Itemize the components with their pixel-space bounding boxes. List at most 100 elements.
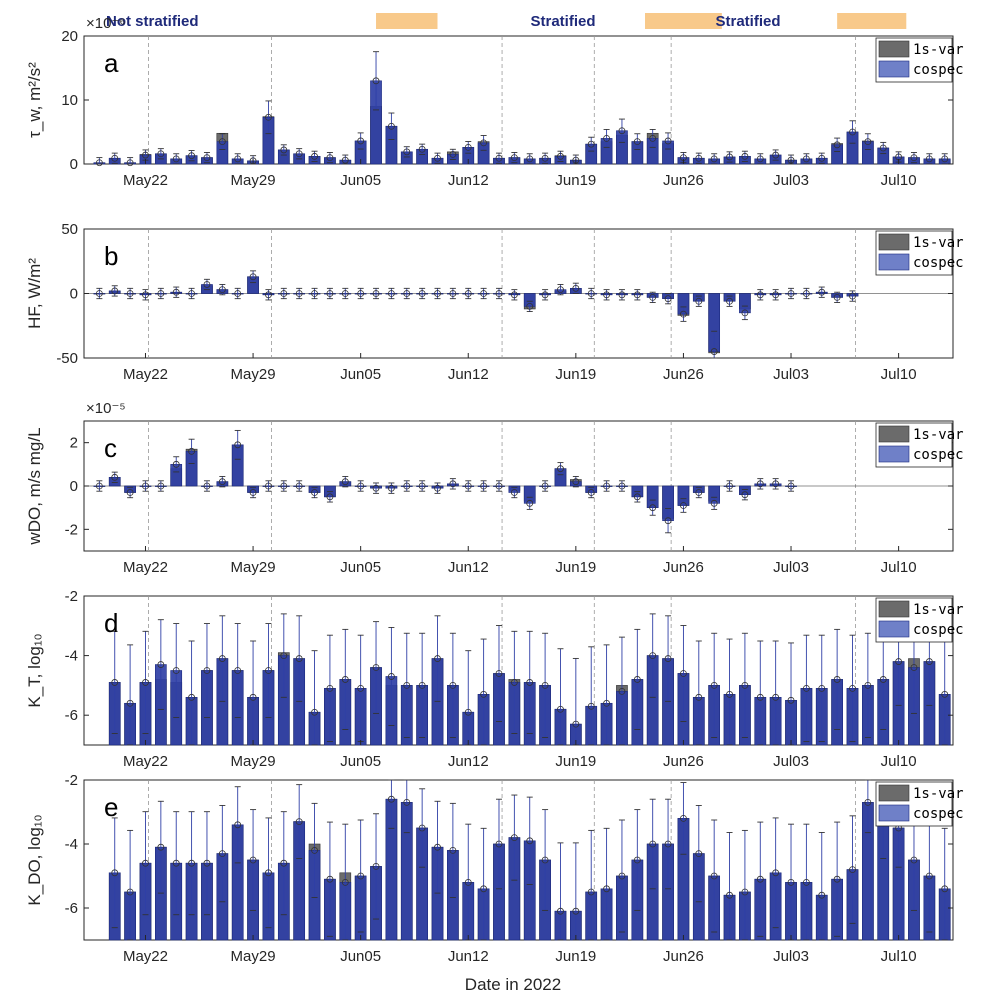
stratification-label: Not stratified (106, 13, 199, 30)
value-marker (126, 159, 134, 167)
y-tick-label: -50 (56, 350, 78, 367)
legend-label-1s-var: 1s-var (913, 786, 964, 802)
value-marker (603, 885, 610, 893)
value-marker (541, 154, 549, 162)
x-tick-label: Jun26 (663, 948, 704, 965)
value-marker (849, 128, 856, 136)
value-marker (695, 489, 703, 496)
value-marker (618, 687, 626, 695)
value-marker (526, 499, 534, 507)
value-marker (510, 834, 518, 841)
value-marker (234, 441, 242, 449)
value-marker (111, 287, 119, 295)
value-marker (557, 907, 564, 915)
value-marker (464, 143, 472, 151)
value-marker (787, 696, 795, 704)
value-marker (326, 875, 334, 883)
value-marker (710, 348, 718, 355)
x-tick-label: Jun19 (555, 948, 596, 965)
value-marker (726, 891, 733, 899)
value-marker (249, 273, 257, 281)
value-marker (741, 491, 749, 499)
legend-label-cospec: cospec (913, 255, 964, 271)
value-marker (157, 150, 165, 158)
value-marker (234, 290, 242, 297)
x-tick-label: May22 (123, 753, 168, 770)
value-marker (603, 482, 610, 490)
value-marker (495, 290, 503, 297)
value-marker (311, 489, 318, 496)
value-marker (357, 482, 365, 490)
value-marker (664, 295, 672, 303)
value-marker (434, 655, 441, 662)
value-marker (849, 866, 856, 873)
value-marker (664, 137, 672, 145)
y-tick-label: -4 (65, 648, 78, 665)
y-axis-label: HF, W/m² (25, 258, 44, 329)
value-marker (818, 154, 826, 162)
value-marker (372, 77, 380, 85)
value-marker (680, 815, 687, 822)
value-marker (756, 480, 764, 488)
value-marker (541, 482, 549, 490)
x-tick-label: May22 (123, 559, 168, 576)
value-marker (802, 684, 810, 692)
y-tick-label: 10 (61, 92, 78, 109)
value-marker (403, 799, 411, 806)
value-marker (649, 293, 657, 301)
value-marker (557, 152, 564, 160)
value-marker (142, 291, 149, 299)
panel-e: -6 -4 -2 May22 May29 Jun05 Jun12 Jun19 Jun26 Jul0… (25, 772, 964, 965)
value-marker (864, 682, 872, 689)
value-marker (879, 676, 887, 683)
x-tick-label: Jun12 (448, 753, 489, 770)
value-marker (418, 145, 426, 153)
value-marker (726, 297, 733, 305)
value-marker (172, 155, 180, 163)
value-marker (126, 290, 134, 297)
value-marker (818, 684, 826, 692)
legend-label-1s-var: 1s-var (913, 602, 964, 618)
value-marker (188, 152, 195, 160)
value-marker (833, 293, 841, 301)
value-marker (772, 869, 780, 877)
x-tick-label: Jun12 (448, 172, 489, 189)
legend-swatch-cospec (878, 804, 910, 822)
legend-swatch-cospec (878, 620, 910, 638)
x-tick-label: Jul10 (881, 753, 917, 770)
x-tick-label: Jun05 (340, 366, 381, 383)
x-tick-label: Jun12 (448, 559, 489, 576)
legend-swatch-1s-var (878, 40, 910, 58)
value-marker (633, 676, 641, 683)
value-marker (464, 290, 472, 297)
value-marker (495, 670, 503, 677)
y-tick-label: 2 (70, 435, 78, 452)
value-marker (618, 291, 626, 299)
legend-label-1s-var: 1s-var (913, 235, 964, 251)
value-marker (280, 482, 288, 490)
value-marker (572, 907, 580, 915)
value-marker (142, 679, 149, 686)
value-marker (188, 447, 195, 455)
value-marker (802, 290, 810, 297)
value-marker (649, 652, 657, 659)
value-marker (910, 154, 918, 162)
x-axis-label: Date in 2022 (465, 975, 561, 994)
value-marker (541, 682, 549, 689)
value-marker (695, 297, 703, 305)
value-marker (603, 134, 610, 142)
value-marker (157, 843, 165, 851)
value-marker (357, 137, 365, 145)
x-tick-label: Jul10 (881, 948, 917, 965)
value-marker (633, 291, 641, 299)
legend-swatch-1s-var (878, 233, 910, 251)
y-tick-label: -6 (65, 707, 78, 724)
value-marker (772, 291, 780, 299)
value-marker (710, 872, 718, 880)
value-marker (372, 484, 380, 492)
value-marker (649, 134, 657, 142)
value-marker (680, 310, 687, 318)
value-marker (818, 891, 826, 899)
value-marker (311, 290, 318, 297)
y-axis-label: K_DO, log₁₀ (25, 814, 44, 905)
